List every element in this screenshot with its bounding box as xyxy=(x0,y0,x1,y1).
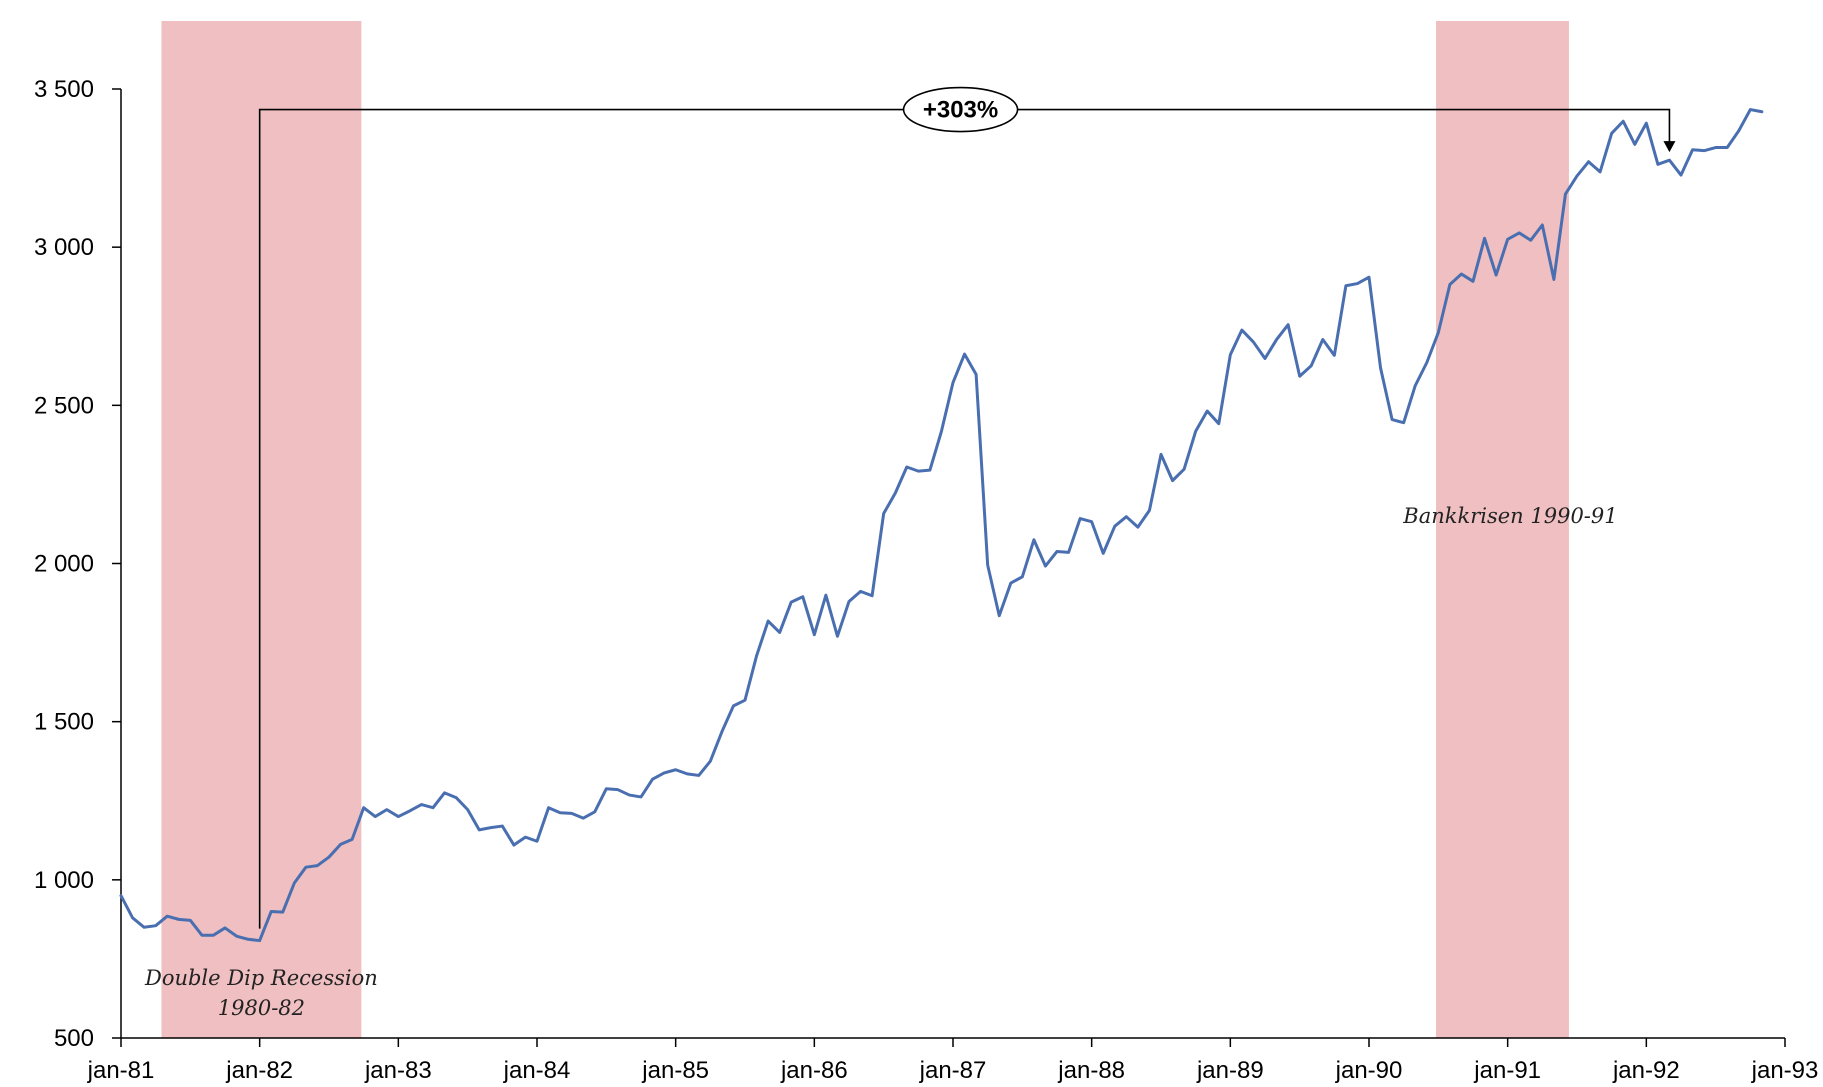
growth-badge xyxy=(902,86,1019,133)
y-tick-label: 2 000 xyxy=(34,551,94,578)
y-tick-label: 3 500 xyxy=(34,76,94,103)
x-tick-label: jan-90 xyxy=(1335,1057,1403,1084)
x-ticks: jan-81 jan-82 jan-83 jan-84 jan-85 jan-86 jan-… xyxy=(87,1038,1819,1084)
y-tick-label: 2 500 xyxy=(34,392,94,419)
y-tick-label: 1 500 xyxy=(34,709,94,736)
x-tick-label: jan-92 xyxy=(1612,1057,1680,1084)
recession-label-1990-91: Bankkrisen 1990-91 xyxy=(1402,504,1617,528)
x-tick-label: jan-89 xyxy=(1196,1057,1264,1084)
x-tick-label: jan-84 xyxy=(503,1057,571,1084)
x-tick-label: jan-82 xyxy=(225,1057,293,1084)
x-tick-label: jan-85 xyxy=(641,1057,709,1084)
series-line-0 xyxy=(119,108,1764,943)
x-tick-label: jan-87 xyxy=(919,1057,987,1084)
x-tick-label: jan-88 xyxy=(1057,1057,1125,1084)
recession-label-1980-82: Double Dip Recession xyxy=(144,966,378,990)
x-tick-label: jan-81 xyxy=(87,1057,155,1084)
growth-annotation: +303% xyxy=(258,86,1676,929)
growth-badge-text: +303% xyxy=(923,97,998,124)
recession-band-0 xyxy=(161,21,362,1038)
series-layer xyxy=(119,108,1764,943)
recession-label-1980-82: 1980-82 xyxy=(218,996,305,1020)
y-tick-label: 500 xyxy=(54,1025,94,1052)
x-tick-label: jan-91 xyxy=(1473,1057,1541,1084)
recession-labels: Double Dip Recession 1980-82 Bankkrisen 19… xyxy=(144,504,1618,1020)
arrow-down-icon xyxy=(1663,141,1676,153)
recession-band-1 xyxy=(1436,21,1569,1038)
y-tick-label: 3 000 xyxy=(34,234,94,261)
recession-bands xyxy=(161,21,1569,1038)
x-tick-label: jan-93 xyxy=(1751,1057,1819,1084)
x-tick-label: jan-86 xyxy=(780,1057,848,1084)
y-tick-label: 1 000 xyxy=(34,867,94,894)
x-tick-label: jan-83 xyxy=(364,1057,432,1084)
y-ticks: 500 1 000 1 500 2 000 2 500 3 000 3 500 xyxy=(34,76,121,1052)
